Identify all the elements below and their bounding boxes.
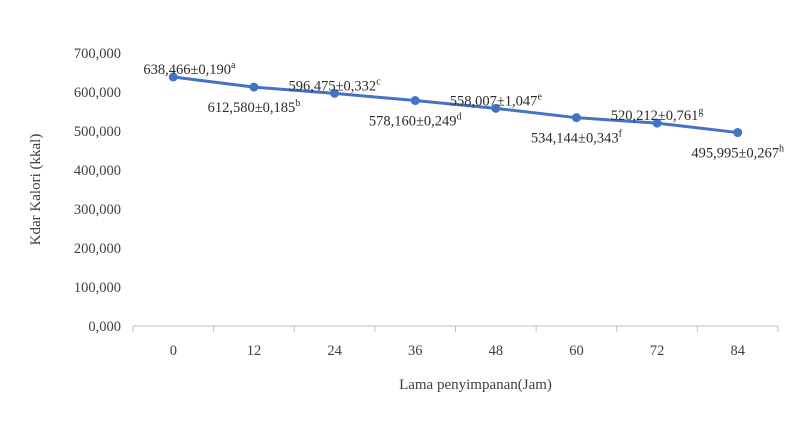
data-label: 612,580±0,185b xyxy=(208,98,301,116)
data-points xyxy=(168,72,743,138)
data-point xyxy=(733,128,743,138)
data-point xyxy=(571,113,581,123)
x-tick-label: 36 xyxy=(408,343,423,359)
data-label: 638,466±0,190a xyxy=(143,60,236,78)
y-axis-title: Kdar Kalori (kkal) xyxy=(28,134,44,246)
y-tick-label: 700,000 xyxy=(74,46,121,62)
x-axis-title: Lama penyimpanan(Jam) xyxy=(399,377,552,393)
x-tick-label: 0 xyxy=(170,343,177,359)
series-line xyxy=(173,75,738,135)
y-tick-label: 400,000 xyxy=(74,163,121,179)
data-point xyxy=(330,88,340,98)
data-label: 596,475±0,332c xyxy=(288,76,381,94)
x-axis: 0 12 24 36 48 60 72 84 xyxy=(132,326,779,359)
data-point xyxy=(491,103,501,113)
y-tick-label: 100,000 xyxy=(74,280,121,296)
x-tick-label: 72 xyxy=(650,343,665,359)
data-point xyxy=(168,72,178,82)
data-label: 578,160±0,249d xyxy=(369,112,462,130)
x-tick-label: 84 xyxy=(730,343,745,359)
x-tick-label: 24 xyxy=(327,343,342,359)
data-label: 495,995±0,267h xyxy=(691,144,784,162)
x-tick-label: 60 xyxy=(569,343,584,359)
x-tick-label: 12 xyxy=(247,343,262,359)
data-label: 520,212±0,761g xyxy=(611,106,704,124)
y-tick-label: 200,000 xyxy=(74,241,121,257)
data-point xyxy=(249,82,259,92)
x-tick-label: 48 xyxy=(489,343,504,359)
data-label: 558,007±1,047e xyxy=(450,91,543,109)
data-label: 534,144±0,343f xyxy=(531,129,623,147)
y-axis: 0,000 100,000 200,000 300,000 400,000 500,000… xyxy=(74,46,121,335)
y-tick-label: 600,000 xyxy=(74,85,121,101)
data-labels: 638,466±0,190a 612,580±0,185b 596,475±0,33… xyxy=(143,60,784,162)
data-point xyxy=(652,118,662,128)
y-tick-label: 500,000 xyxy=(74,124,121,140)
y-tick-label: 300,000 xyxy=(74,202,121,218)
y-tick-label: 0,000 xyxy=(88,319,121,335)
data-point xyxy=(410,96,420,106)
